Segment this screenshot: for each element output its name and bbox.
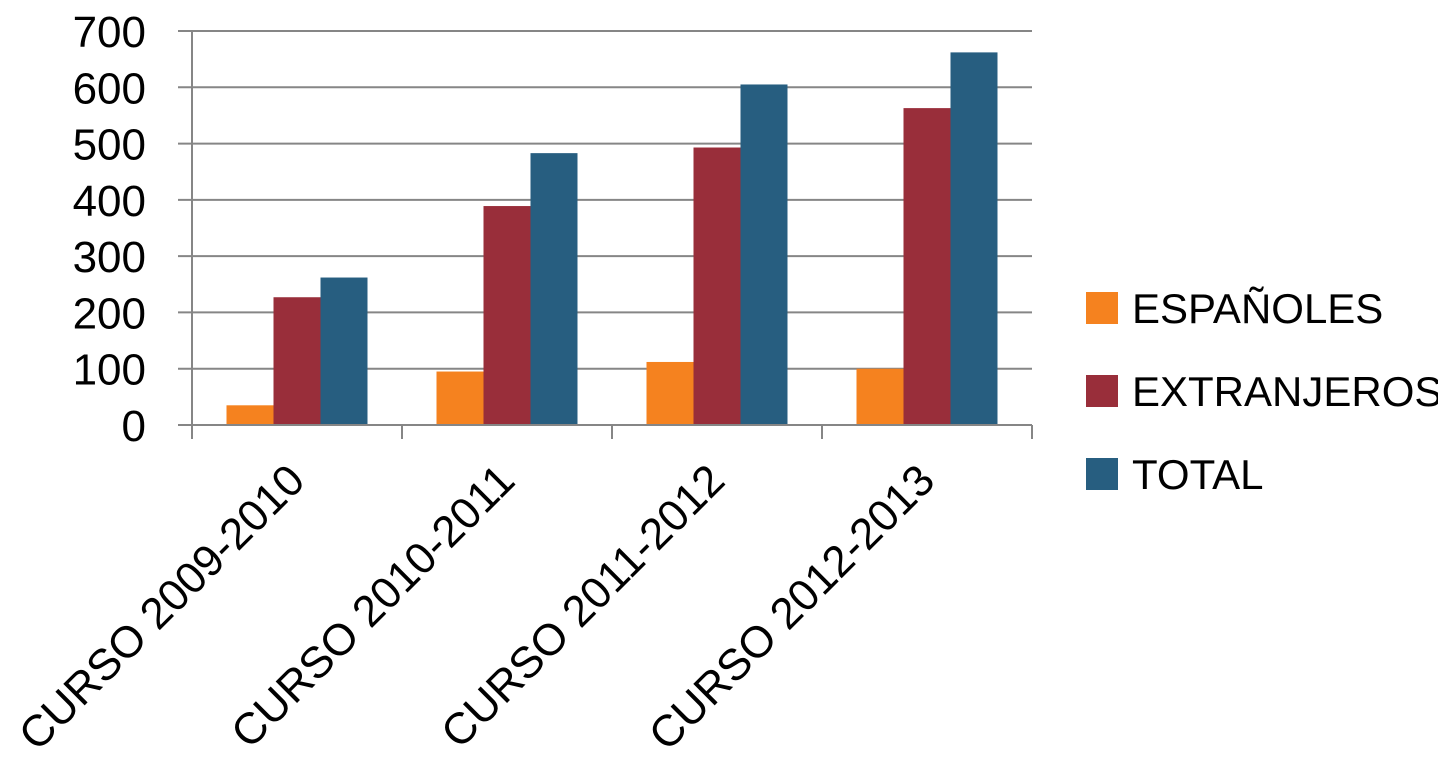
- y-tick-label: 0: [122, 402, 146, 451]
- bar-total: [950, 52, 998, 425]
- y-tick-label: 200: [73, 289, 146, 338]
- y-tick-label: 600: [73, 64, 146, 113]
- bar-total: [530, 153, 578, 425]
- bar-total: [740, 84, 788, 425]
- y-tick-label: 500: [73, 121, 146, 170]
- bar-extranjeros: [483, 206, 531, 425]
- bars: [226, 52, 998, 426]
- y-tick-labels: 0 100 200 300 400 500 600 700: [73, 8, 146, 451]
- bar-extranjeros: [903, 108, 951, 426]
- legend-label: ESPAÑOLES: [1132, 285, 1383, 332]
- bar-extranjeros: [273, 297, 321, 425]
- bar-españoles: [856, 368, 904, 425]
- bar-total: [320, 277, 368, 425]
- y-tick-label: 700: [73, 8, 146, 57]
- axes: [178, 31, 1033, 439]
- y-tick-label: 100: [73, 346, 146, 395]
- y-tick-label: 400: [73, 177, 146, 226]
- legend-label: EXTRANJEROS: [1132, 368, 1438, 415]
- bar-españoles: [226, 405, 274, 425]
- bar-extranjeros: [693, 147, 741, 426]
- legend: ESPAÑOLES EXTRANJEROS TOTAL: [1086, 285, 1438, 498]
- legend-swatch: [1086, 292, 1118, 324]
- bar-españoles: [646, 361, 694, 425]
- bar-españoles: [436, 371, 484, 425]
- legend-label: TOTAL: [1132, 451, 1263, 498]
- y-tick-label: 300: [73, 233, 146, 282]
- legend-swatch: [1086, 458, 1118, 490]
- legend-swatch: [1086, 375, 1118, 407]
